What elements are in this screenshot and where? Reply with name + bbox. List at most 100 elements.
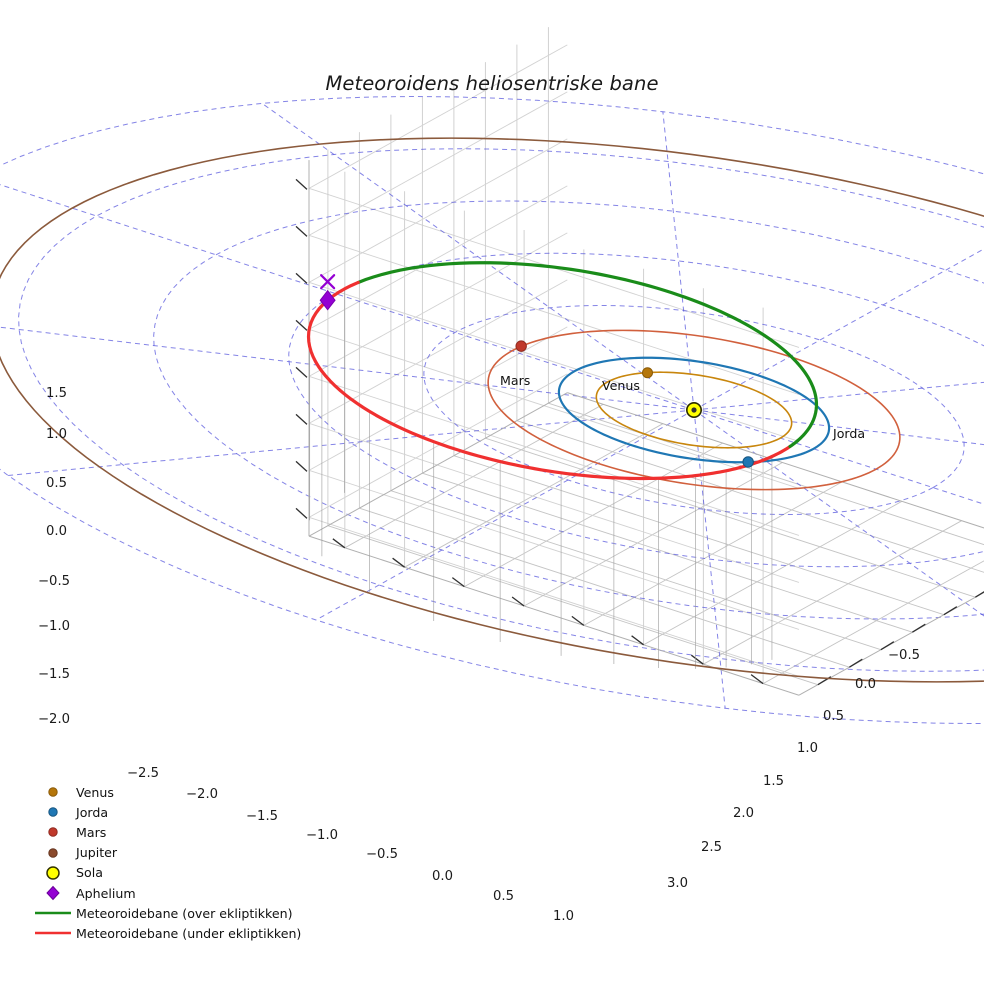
legend-marker-circle-large (30, 865, 76, 881)
z-tick (295, 178, 308, 190)
earth-marker (742, 456, 754, 468)
y-tick (912, 623, 926, 633)
aphelion-marker (319, 289, 336, 311)
legend-item-jupiter[interactable]: Jupiter (30, 843, 330, 863)
legend-item-sola[interactable]: Sola (30, 863, 330, 883)
wall-gridline (308, 326, 568, 471)
polar-radial-line (662, 111, 695, 411)
legend-label: Meteoroidebane (over ekliptikken) (76, 905, 293, 921)
floor-gridline (390, 490, 881, 651)
polar-radial-line (693, 409, 984, 505)
polar-radial-line (693, 409, 984, 617)
y-tick-label: 0.5 (823, 709, 844, 724)
legend-marker-line (30, 905, 76, 921)
legend-item-meteoroidebane[interactable]: Meteoroidebane (under ekliptikken) (30, 923, 330, 943)
y-tick (975, 591, 984, 598)
jupiter-orbit (0, 137, 984, 683)
axis-spines (308, 160, 984, 696)
legend-item-jorda[interactable]: Jorda (30, 802, 330, 822)
legend-marker-circle (30, 804, 76, 820)
y-tick-label: 0.0 (855, 677, 876, 692)
floor-gridline (359, 507, 850, 668)
floor-gridline (485, 437, 976, 598)
floor-pane-grid (327, 402, 984, 686)
floor-gridline (583, 481, 843, 626)
floor-gridline (464, 442, 723, 587)
legend: Venus Jorda Mars Jupiter Sola Aphelium Meteoro… (30, 782, 330, 944)
venus-orbit (595, 371, 793, 449)
z-tick-label: 0.5 (46, 476, 67, 491)
wall-gridline (308, 138, 568, 283)
z-tick (295, 272, 308, 284)
x-tick (571, 615, 585, 626)
floor-gridline (523, 462, 783, 607)
y-tick-label: 3.0 (667, 876, 688, 891)
legend-marker-diamond (30, 885, 76, 901)
wall-gridline (308, 232, 568, 377)
body-label-jorda: Jorda (833, 426, 866, 441)
floor-gridline (422, 472, 913, 633)
legend-circle-swatch (48, 787, 58, 797)
axis-spine (798, 591, 984, 696)
z-tick-label: 1.0 (46, 427, 67, 442)
legend-item-meteoroidebane[interactable]: Meteoroidebane (over ekliptikken) (30, 903, 330, 923)
legend-marker-circle (30, 784, 76, 800)
legend-label: Jorda (76, 804, 109, 820)
polar-radial-line (8, 409, 695, 476)
wall-gridline (308, 279, 568, 424)
floor-gridline (762, 560, 984, 684)
z-tick (295, 460, 308, 472)
z-tick (295, 225, 308, 237)
x-tick (392, 557, 405, 568)
x-tick-label: 0.0 (432, 869, 453, 884)
legend-item-aphelium[interactable]: Aphelium (30, 883, 330, 903)
polar-ring (0, 95, 984, 725)
z-tick (295, 319, 308, 331)
y-tick-label: 1.5 (763, 774, 784, 789)
legend-label: Jupiter (76, 845, 118, 861)
y-tick-label: 2.0 (733, 806, 754, 821)
floor-gridline (643, 500, 903, 646)
legend-item-venus[interactable]: Venus (30, 782, 330, 802)
legend-circle-swatch (48, 807, 58, 817)
x-tick-label: −2.0 (186, 787, 219, 802)
y-tick-label: 2.5 (701, 840, 722, 855)
legend-item-mars[interactable]: Mars (30, 822, 330, 842)
x-tick-label: −2.5 (127, 766, 160, 781)
floor-gridline (453, 455, 944, 616)
z-tick-label: 1.5 (46, 386, 67, 401)
floor-gridline (344, 403, 604, 549)
z-tick-label: −1.5 (38, 667, 71, 682)
body-label-venus: Venus (602, 378, 640, 393)
x-tick (511, 596, 525, 607)
polar-grid-overlay (0, 95, 984, 725)
polar-ring (288, 252, 984, 568)
legend-marker-circle (30, 824, 76, 840)
polar-radial-line (261, 102, 695, 411)
axis-spine (308, 535, 800, 696)
wall-gridline (308, 516, 800, 677)
z-tick (295, 413, 308, 425)
y-tick (849, 658, 863, 668)
z-tick-label: 0.0 (46, 524, 67, 539)
floor-gridline (327, 525, 818, 686)
floor-gridline (516, 420, 984, 573)
floor-gridline (703, 520, 962, 665)
wall-gridline (308, 44, 568, 189)
jupiter-orbit-path (0, 137, 984, 683)
mars-orbit-path (487, 329, 901, 491)
sun-core (691, 407, 697, 413)
z-tick-label: −0.5 (38, 574, 71, 589)
mars-orbit (487, 329, 901, 491)
axis-spine (567, 392, 984, 529)
y-tick (943, 606, 958, 616)
x-tick-label: −1.5 (246, 809, 279, 824)
page-title: Meteoroidens heliosentriske bane (325, 72, 659, 95)
x-tick-label: 1.0 (553, 909, 574, 924)
polar-radial-line (0, 184, 695, 411)
earth-orbit (557, 356, 831, 464)
left-wall-grid (308, 171, 800, 684)
y-tick-label: 1.0 (797, 741, 818, 756)
wall-gridline (308, 373, 568, 518)
